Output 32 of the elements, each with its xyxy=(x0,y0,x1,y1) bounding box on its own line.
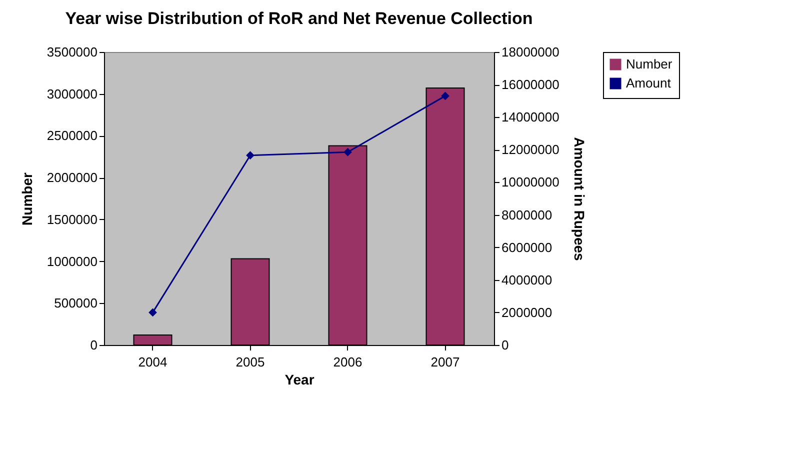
y-tick-label: 500000 xyxy=(54,296,98,311)
y-tick-label: 3000000 xyxy=(46,86,98,102)
legend-label: Amount xyxy=(626,76,672,90)
y-tick-label: 0 xyxy=(90,338,98,352)
x-axis-title: Year xyxy=(284,372,315,388)
y2-tick-label: 12000000 xyxy=(502,142,560,158)
point xyxy=(344,148,352,156)
y-tick-label: 2000000 xyxy=(46,170,98,186)
y2-tick-label: 10000000 xyxy=(502,174,560,190)
y2-tick-label: 0 xyxy=(502,338,509,352)
x-tick-label: 2006 xyxy=(333,354,362,370)
x-tick-label: 2007 xyxy=(430,354,460,370)
y-axis-title: Number xyxy=(18,172,35,226)
y2-tick-label: 14000000 xyxy=(502,110,560,125)
y2-tick-label: 18000000 xyxy=(502,44,560,60)
point xyxy=(441,92,450,100)
point xyxy=(246,151,254,160)
y-tick-label: 2500000 xyxy=(46,128,98,144)
y2-tick-label: 2000000 xyxy=(502,304,552,320)
y2-tick-label: 6000000 xyxy=(502,240,552,255)
y-tick-label: 1000000 xyxy=(46,254,98,269)
y2-tick-label: 4000000 xyxy=(502,272,552,288)
chart-title: Year wise Distribution of RoR and Net Revenue Collection xyxy=(65,9,533,28)
legend-label: Number xyxy=(626,56,673,72)
y2-tick-label: 16000000 xyxy=(502,77,560,92)
x-tick-label: 2004 xyxy=(138,354,168,370)
y-tick-label: 1500000 xyxy=(46,212,98,227)
y2-axis-title: Amount in Rupees xyxy=(571,137,588,262)
y2-tick-label: 8000000 xyxy=(502,207,552,222)
x-tick-label: 2005 xyxy=(236,354,265,370)
y-tick-label: 3500000 xyxy=(46,44,98,60)
point xyxy=(148,308,157,317)
